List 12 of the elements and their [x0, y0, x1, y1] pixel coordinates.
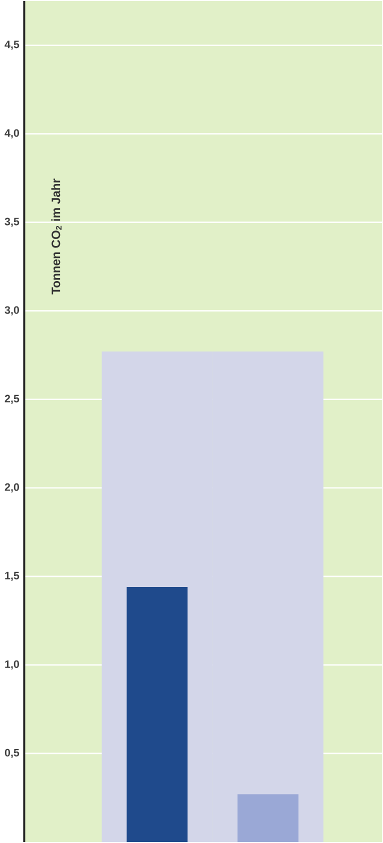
y-axis-title: Tonnen CO$_{2}$ im Jahr	[51, 178, 62, 294]
y-tick-label: 3,5	[4, 218, 20, 227]
y-tick-label: 1,0	[5, 660, 20, 670]
bar	[126, 587, 188, 842]
y-tick-label: 0,5	[5, 748, 20, 758]
y-tick-label: 4,5	[4, 40, 20, 50]
y-tick-label: 2,5	[4, 394, 20, 404]
y-tick-label: 2,0	[4, 483, 20, 492]
y-tick-label: 4,0	[4, 129, 20, 138]
y-tick-label: 3,0	[4, 306, 20, 316]
bar	[238, 794, 299, 842]
y-tick-label: 1,5	[5, 572, 20, 581]
